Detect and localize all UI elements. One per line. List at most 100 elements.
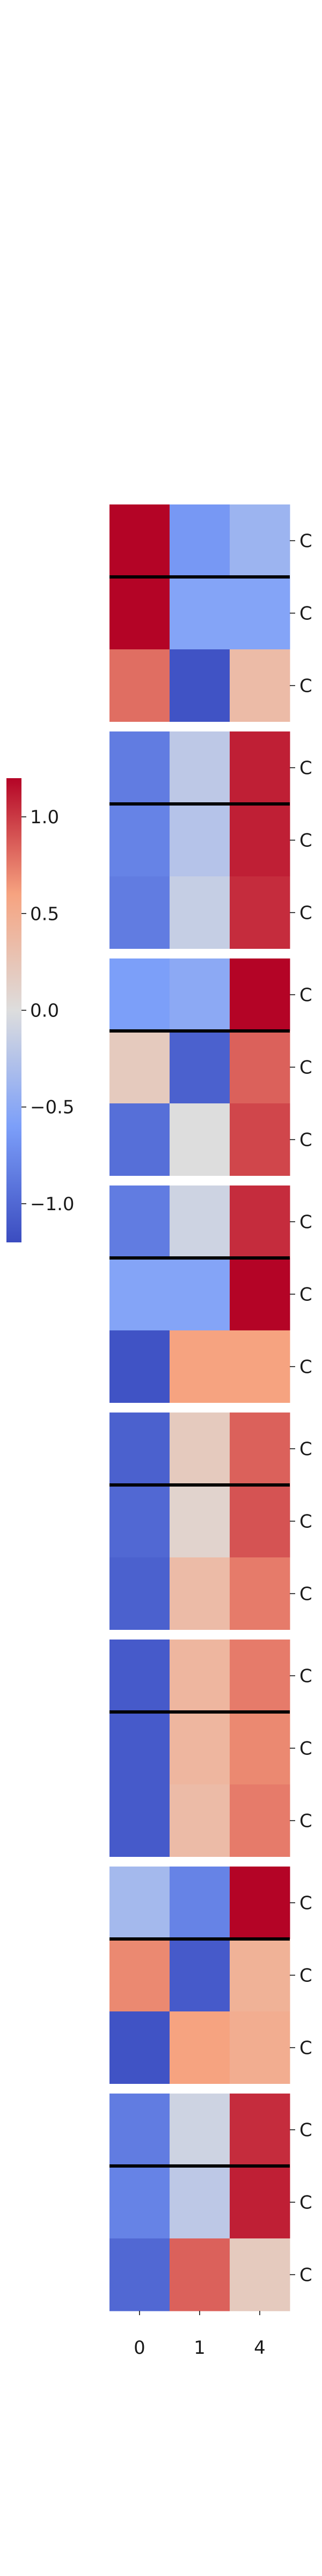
colorbar-tick-label: −1.0	[30, 1194, 75, 1215]
heatmap-cell	[230, 2094, 290, 2167]
heatmap-cell	[109, 2166, 170, 2239]
colorbar: 1.0 0.5 0.0 −0.5 −1.0	[6, 778, 75, 1242]
row-label: C	[299, 1284, 312, 1306]
heatmap-cell	[170, 649, 230, 722]
row-label: C	[299, 2038, 312, 2059]
colorbar-tick-label: −0.5	[30, 1097, 75, 1118]
heatmap-cell	[170, 504, 230, 577]
heatmap-cell	[230, 649, 290, 722]
colorbar-tick-label: 0.5	[30, 903, 59, 925]
group-gap	[109, 1403, 291, 1413]
heatmap-cell	[230, 1939, 290, 2012]
column-label: 1	[194, 2337, 206, 2359]
heatmap-cell	[109, 1413, 170, 1485]
heatmap-cell	[230, 2011, 290, 2084]
heatmap-cell	[109, 731, 170, 804]
heatmap-cell	[230, 876, 290, 949]
heatmap-cell	[170, 2011, 230, 2084]
heatmap-cell	[170, 1712, 230, 1785]
heatmap-cell	[230, 1557, 290, 1630]
heatmap-cell	[170, 958, 230, 1031]
heatmap-cell	[109, 649, 170, 722]
heatmap-cell	[230, 577, 290, 650]
heatmap-cell	[109, 1185, 170, 1258]
heatmap-cell	[109, 1031, 170, 1104]
heatmap-cell	[230, 2238, 290, 2311]
row-label: C	[299, 531, 312, 552]
heatmap-cell	[170, 1939, 230, 2012]
row-label: C	[299, 830, 312, 852]
heatmap-cell	[170, 1413, 230, 1485]
heatmap-cell	[230, 1413, 290, 1485]
column-labels: 0 1 4	[134, 2311, 266, 2359]
heatmap-cell	[230, 2166, 290, 2239]
heatmap-cell	[230, 1258, 290, 1331]
heatmap-cell	[109, 958, 170, 1031]
heatmap-cell	[170, 1185, 230, 1258]
heatmap-cell	[109, 1784, 170, 1857]
row-labels: C C C C C C C C C C C C C C C C C C C C C C C C	[290, 531, 312, 2286]
heatmap-cell	[230, 1640, 290, 1713]
heatmap-cell	[109, 504, 170, 577]
heatmap-cell	[109, 577, 170, 650]
heatmap-cell	[109, 876, 170, 949]
row-label: C	[299, 758, 312, 779]
heatmap-cell	[109, 1712, 170, 1785]
heatmap-cell	[170, 1031, 230, 1104]
group-gap	[109, 1857, 291, 1867]
row-label: C	[299, 1357, 312, 1378]
row-label: C	[299, 1666, 312, 1687]
row-label: C	[299, 985, 312, 1006]
heatmap-cell	[170, 577, 230, 650]
heatmap-cell	[109, 1867, 170, 1940]
heatmap-cells	[109, 504, 290, 2311]
heatmap-cell	[109, 1939, 170, 2012]
heatmap-cell	[109, 1640, 170, 1713]
heatmap-cell	[230, 1330, 290, 1403]
row-label: C	[299, 903, 312, 924]
row-label: C	[299, 1811, 312, 1832]
group-gap	[109, 2084, 291, 2094]
heatmap-cell	[230, 731, 290, 804]
row-label: C	[299, 1439, 312, 1460]
heatmap-cell	[230, 804, 290, 877]
heatmap-cell	[170, 1557, 230, 1630]
heatmap-cell	[109, 2011, 170, 2084]
row-label: C	[299, 1893, 312, 1914]
group-gap	[109, 1176, 291, 1185]
row-label: C	[299, 1584, 312, 1605]
heatmap-cell	[109, 804, 170, 877]
colorbar-tick-label: 1.0	[30, 807, 59, 828]
heatmap-cell	[170, 2238, 230, 2311]
heatmap-cell	[230, 504, 290, 577]
heatmap-cell	[109, 1557, 170, 1630]
row-label: C	[299, 1511, 312, 1533]
heatmap-cell	[170, 1640, 230, 1713]
group-gap	[109, 949, 291, 958]
colorbar-tick-label: 0.0	[30, 1000, 59, 1022]
row-label: C	[299, 1212, 312, 1233]
heatmap-cell	[230, 958, 290, 1031]
row-label: C	[299, 603, 312, 625]
heatmap-cell	[230, 1485, 290, 1558]
heatmap-cell	[170, 2166, 230, 2239]
column-label: 4	[254, 2337, 266, 2359]
heatmap-cell	[230, 1784, 290, 1857]
heatmap-cell	[170, 1330, 230, 1403]
row-label: C	[299, 2192, 312, 2214]
colorbar-gradient	[6, 778, 21, 1242]
heatmap-cell	[109, 2094, 170, 2167]
heatmap-cell	[170, 1485, 230, 1558]
row-label: C	[299, 1965, 312, 1987]
heatmap-cell	[109, 1103, 170, 1176]
row-label: C	[299, 676, 312, 697]
heatmap-cell	[170, 1103, 230, 1176]
group-gap	[109, 722, 291, 731]
column-label: 0	[134, 2337, 145, 2359]
heatmap-cell	[230, 1867, 290, 1940]
heatmap-cell	[109, 1485, 170, 1558]
heatmap-cell	[109, 1258, 170, 1331]
heatmap-cell	[170, 876, 230, 949]
heatmap-cell	[170, 731, 230, 804]
